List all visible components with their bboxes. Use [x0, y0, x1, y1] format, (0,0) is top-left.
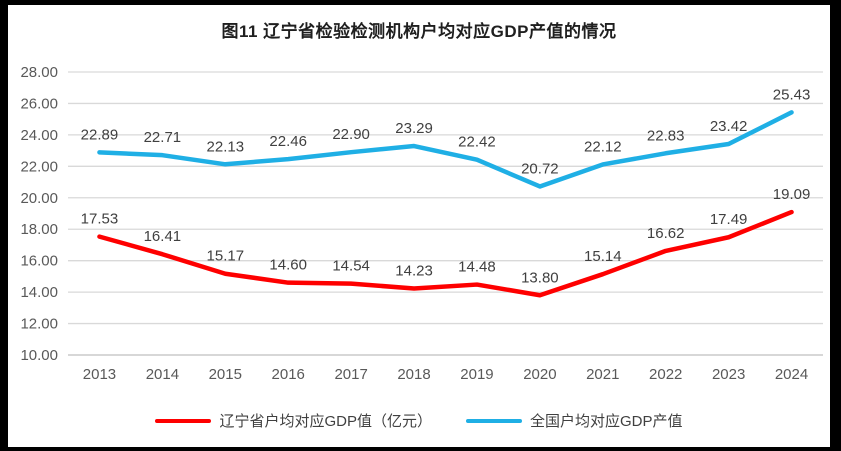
data-label-series-0: 16.62 [647, 225, 685, 242]
data-label-series-0: 17.49 [710, 211, 748, 228]
y-tick-label: 26.00 [20, 95, 58, 112]
data-label-series-0: 15.17 [207, 248, 245, 265]
data-label-series-0: 13.80 [521, 269, 559, 286]
x-tick-label: 2015 [209, 366, 242, 383]
x-tick-label: 2017 [334, 366, 367, 383]
x-tick-label: 2019 [460, 366, 493, 383]
data-label-series-1: 22.83 [647, 127, 685, 144]
data-label-series-0: 14.54 [332, 258, 370, 275]
data-label-series-0: 16.41 [144, 228, 182, 245]
data-label-series-0: 14.60 [269, 257, 307, 274]
data-label-series-1: 22.90 [332, 126, 370, 143]
data-label-series-0: 19.09 [773, 186, 811, 203]
legend-label-national: 全国户均对应GDP产值 [530, 413, 683, 430]
legend-swatch-red [155, 418, 212, 423]
x-tick-label: 2013 [83, 366, 116, 383]
data-label-series-1: 22.71 [144, 129, 182, 146]
data-label-series-1: 25.43 [773, 86, 811, 103]
legend-item-national: 全国户均对应GDP产值 [466, 410, 683, 431]
y-tick-label: 28.00 [20, 64, 58, 81]
series-line-1 [97, 110, 794, 189]
data-label-series-1: 22.46 [269, 133, 307, 150]
legend-label-liaoning: 辽宁省户均对应GDP值（亿元） [219, 413, 432, 430]
chart-legend: 辽宁省户均对应GDP值（亿元） 全国户均对应GDP产值 [8, 410, 830, 431]
data-label-series-0: 17.53 [81, 211, 119, 228]
x-tick-label: 2014 [146, 366, 179, 383]
x-tick-label: 2018 [397, 366, 430, 383]
line-chart-plot: 28.00 26.00 24.00 22.00 20.00 18.00 16.00 14.00… [20, 64, 823, 383]
x-tick-label: 2021 [586, 366, 619, 383]
y-tick-label: 22.00 [20, 158, 58, 175]
y-tick-label: 12.00 [20, 316, 58, 333]
chart-title: 图11 辽宁省检验检测机构户均对应GDP产值的情况 [221, 22, 617, 41]
data-label-series-1: 22.12 [584, 138, 622, 155]
x-tick-label: 2023 [712, 366, 745, 383]
data-label-series-0: 14.23 [395, 262, 433, 279]
data-label-series-0: 15.14 [584, 248, 622, 265]
data-label-series-1: 20.72 [521, 160, 559, 177]
x-tick-label: 2016 [272, 366, 305, 383]
legend-item-liaoning: 辽宁省户均对应GDP值（亿元） [155, 410, 432, 431]
y-tick-label: 16.00 [20, 253, 58, 270]
y-tick-label: 20.00 [20, 190, 58, 207]
data-label-series-1: 22.13 [207, 138, 245, 155]
y-tick-label: 14.00 [20, 284, 58, 301]
series-line-0 [97, 209, 794, 298]
data-label-series-1: 23.29 [395, 120, 433, 137]
y-tick-label: 24.00 [20, 127, 58, 144]
x-tick-label: 2024 [775, 366, 808, 383]
y-tick-label: 18.00 [20, 221, 58, 238]
data-label-series-1: 22.42 [458, 134, 496, 151]
x-tick-label: 2020 [523, 366, 556, 383]
x-tick-label: 2022 [649, 366, 682, 383]
legend-swatch-blue [466, 418, 522, 423]
data-label-series-1: 23.42 [710, 118, 748, 135]
data-label-series-0: 14.48 [458, 259, 496, 276]
data-label-series-1: 22.89 [81, 126, 119, 143]
y-tick-label: 10.00 [20, 347, 58, 364]
